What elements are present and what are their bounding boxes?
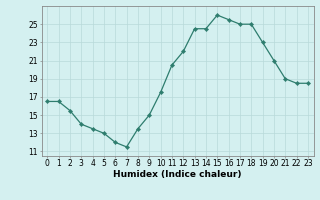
X-axis label: Humidex (Indice chaleur): Humidex (Indice chaleur) xyxy=(113,170,242,179)
